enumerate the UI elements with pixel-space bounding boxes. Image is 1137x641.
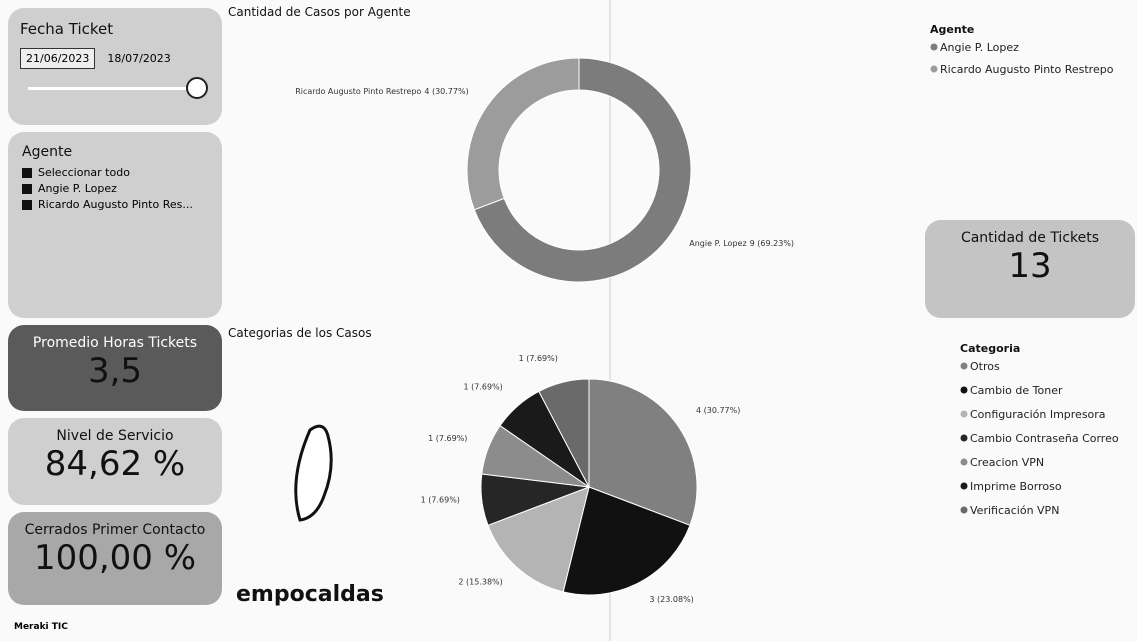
legend-dot xyxy=(960,434,968,442)
filter-title: Agente xyxy=(22,144,73,160)
kpi-value: 3,5 xyxy=(87,351,143,391)
label-category: Angie P. Lopez xyxy=(689,239,746,248)
kpi-title: Nivel de Servicio xyxy=(56,428,174,444)
legend-entry: Configuración Impresora xyxy=(970,408,1106,421)
slice xyxy=(562,486,691,596)
label-value: 1 (7.69%) xyxy=(519,354,558,363)
kpi-title: Cerrados Primer Contacto xyxy=(24,522,206,538)
legend-entry: Imprime Borroso xyxy=(970,480,1062,493)
kpi-card: Nivel de Servicio 84,62 % xyxy=(8,418,222,505)
label-category: Ricardo Augusto Pinto Restrepo xyxy=(295,87,421,96)
kpi-card: Cantidad de Tickets 13 xyxy=(925,220,1135,318)
legend-dot xyxy=(960,482,968,490)
legend-entry: Ricardo Augusto Pinto Restrepo xyxy=(940,63,1114,76)
label-value: 4 (30.77%) xyxy=(696,406,740,415)
legend-dot xyxy=(930,65,938,73)
checkbox[interactable] xyxy=(22,183,32,194)
kpi-title: Cantidad de Tickets xyxy=(960,230,1100,246)
legend-title: Categoria xyxy=(960,342,1020,355)
legend-dot xyxy=(960,410,968,418)
filter-title: Fecha Ticket xyxy=(20,20,114,38)
legend-entry: Verificación VPN xyxy=(970,504,1059,517)
data-label: 1 (7.69%) xyxy=(519,354,558,363)
data-label: Angie P. Lopez 9 (69.23%) xyxy=(689,239,794,248)
data-label: 3 (23.08%) xyxy=(649,595,693,604)
credit: Meraki TIC xyxy=(14,622,68,632)
label-value: 3 (23.08%) xyxy=(649,595,693,604)
label-value: 2 (15.38%) xyxy=(458,577,502,586)
label-value: 1 (7.69%) xyxy=(463,383,502,392)
legend-dot xyxy=(960,362,968,370)
legend-dot xyxy=(960,458,968,466)
legend-dot xyxy=(930,43,938,51)
slice xyxy=(538,378,590,488)
legend-dot xyxy=(960,386,968,394)
agent-filter: Agente Seleccionar todo Angie P. Lopez Ric… xyxy=(8,132,222,318)
slice xyxy=(466,57,580,211)
chart-title: Categorias de los Casos xyxy=(228,326,372,340)
data-label: 1 (7.69%) xyxy=(421,496,460,505)
checkbox[interactable] xyxy=(22,167,32,178)
legend-entry: Cambio de Toner xyxy=(970,384,1063,397)
data-label: 1 (7.69%) xyxy=(428,434,467,443)
legend-title: Agente xyxy=(930,23,974,36)
filter-option[interactable]: Seleccionar todo xyxy=(22,166,208,179)
slice xyxy=(473,57,692,283)
legend-dot xyxy=(960,506,968,514)
checkbox[interactable] xyxy=(22,199,32,210)
kpi-value: 13 xyxy=(1008,246,1052,286)
slider[interactable] xyxy=(20,75,210,99)
data-label: 4 (30.77%) xyxy=(696,406,740,415)
chart-title: Cantidad de Casos por Agente xyxy=(228,5,411,19)
option-label: Angie P. Lopez xyxy=(38,182,117,195)
legend-entry: Otros xyxy=(970,360,1000,373)
label-value: 4 (30.77%) xyxy=(424,87,468,96)
end-date[interactable]: 18/07/2023 xyxy=(107,52,171,65)
option-label: Ricardo Augusto Pinto Res... xyxy=(38,198,193,211)
option-label: Seleccionar todo xyxy=(38,166,130,179)
slice xyxy=(588,378,698,526)
kpi-value: 84,62 % xyxy=(44,444,186,484)
kpi-title: Promedio Horas Tickets xyxy=(32,335,198,351)
legend-entry: Cambio Contraseña Correo xyxy=(970,432,1119,445)
filter-option[interactable]: Angie P. Lopez xyxy=(22,182,208,195)
label-value: 1 (7.69%) xyxy=(421,496,460,505)
data-label: Ricardo Augusto Pinto Restrepo 4 (30.77%) xyxy=(295,87,469,96)
legend-entry: Angie P. Lopez xyxy=(940,41,1019,54)
data-label: 1 (7.69%) xyxy=(463,383,502,392)
legend-entry: Creacion VPN xyxy=(970,456,1044,469)
kpi-value: 100,00 % xyxy=(33,538,197,578)
data-label: 2 (15.38%) xyxy=(458,577,502,586)
kpi-card: Cerrados Primer Contacto 100,00 % xyxy=(8,512,222,605)
logo-drop xyxy=(294,424,333,522)
date-filter[interactable]: Fecha Ticket 21/06/2023 18/07/2023 xyxy=(8,8,222,125)
filter-option[interactable]: Ricardo Augusto Pinto Res... xyxy=(22,198,208,211)
kpi-card: Promedio Horas Tickets 3,5 xyxy=(8,325,222,411)
logo: empocaldas xyxy=(236,582,384,607)
label-value: 1 (7.69%) xyxy=(428,434,467,443)
label-value: 9 (69.23%) xyxy=(750,239,794,248)
start-date[interactable]: 21/06/2023 xyxy=(20,48,96,69)
slice xyxy=(487,486,590,593)
